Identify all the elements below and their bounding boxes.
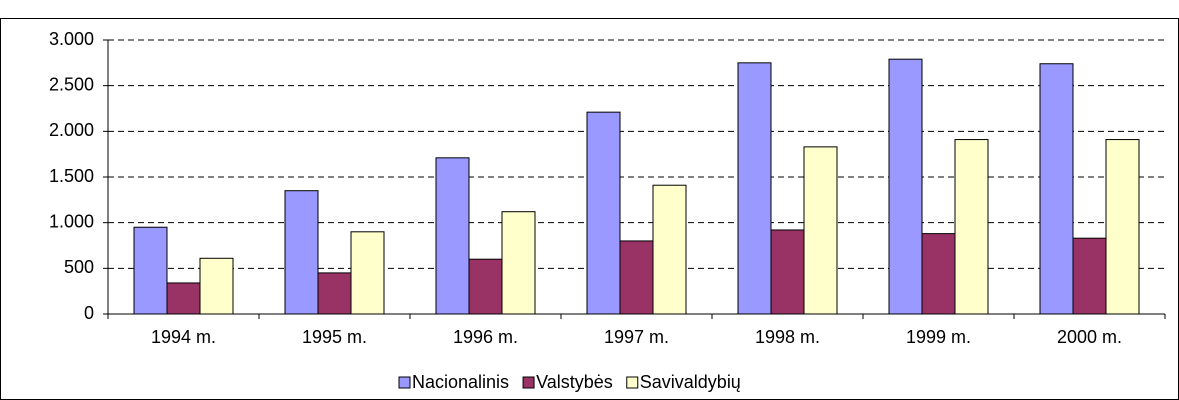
legend-swatch (626, 376, 639, 389)
y-tick-label: 1.000 (49, 211, 94, 231)
x-tick-label: 1996 m. (453, 327, 518, 347)
legend-swatch (522, 376, 535, 389)
x-tick-label: 1998 m. (755, 327, 820, 347)
bar (888, 58, 923, 315)
bar (199, 257, 234, 315)
y-tick-label: 2.000 (49, 120, 94, 140)
bar (770, 229, 805, 315)
y-tick-label: 3.000 (49, 29, 94, 49)
legend-label: Nacionalinis (412, 372, 509, 392)
x-tick-label: 1995 m. (302, 327, 367, 347)
bar (317, 272, 352, 315)
x-tick-label: 1994 m. (151, 327, 216, 347)
y-tick-label: 1.500 (49, 166, 94, 186)
bar (737, 62, 772, 315)
bar (468, 258, 503, 315)
legend-label: Valstybės (536, 372, 613, 392)
y-tick-label: 0 (84, 303, 94, 323)
y-tick-label: 500 (64, 257, 94, 277)
legend-label: Savivaldybių (640, 372, 741, 392)
bar (1039, 63, 1074, 315)
bar (1072, 237, 1107, 315)
bar (586, 111, 621, 315)
y-tick-label: 2.500 (49, 74, 94, 94)
bar (133, 226, 168, 315)
x-tick-label: 1999 m. (906, 327, 971, 347)
bar (803, 146, 838, 315)
bar (284, 190, 319, 315)
x-tick-label: 1997 m. (604, 327, 669, 347)
bar (501, 211, 536, 315)
x-tick-label: 2000 m. (1057, 327, 1122, 347)
bar (350, 231, 385, 315)
bar (921, 233, 956, 315)
bar (435, 157, 470, 315)
bar (954, 139, 989, 315)
legend-swatch (398, 376, 411, 389)
bar (619, 240, 654, 315)
bar (652, 184, 687, 315)
bar (166, 282, 201, 315)
bar (1105, 139, 1140, 315)
